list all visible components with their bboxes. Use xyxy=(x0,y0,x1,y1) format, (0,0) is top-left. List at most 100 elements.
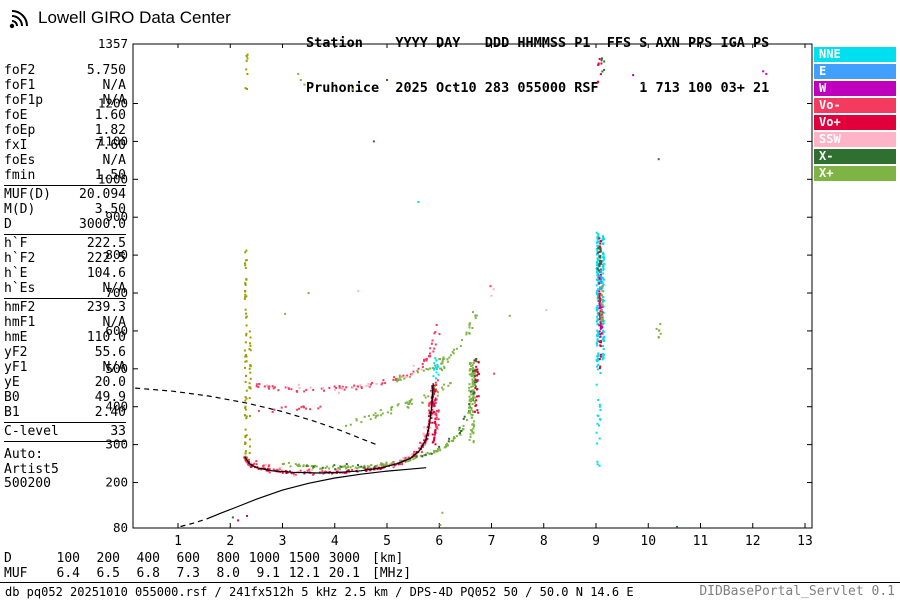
autoscaler-block: Auto: Artist5 500200 xyxy=(4,442,126,492)
x-tick-label: 4 xyxy=(331,534,339,549)
profile-dashed-start xyxy=(180,518,207,528)
param-value: 33 xyxy=(110,424,126,439)
dmuf-cell: 6.8 xyxy=(136,565,160,581)
d-row: D 100 200 400 600 800 1000 1500 3000 [km] xyxy=(4,551,411,567)
param-label: foE xyxy=(4,108,28,123)
fitted-trace xyxy=(244,383,434,474)
param-value: 2.40 xyxy=(94,405,126,420)
legend-item-xm: X- xyxy=(814,149,896,164)
y-tick-label: 200 xyxy=(105,475,128,490)
legend-item-nne: NNE xyxy=(814,47,896,62)
param-label: yF2 xyxy=(4,345,28,360)
x-tick-label: 13 xyxy=(797,534,813,549)
param-row: foEp 1.82 xyxy=(4,123,126,138)
param-row: h`F 222.5 xyxy=(4,236,126,251)
dmuf-cell: 400 xyxy=(136,551,160,566)
legend-item-vop: Vo+ xyxy=(814,115,896,130)
param-value: 55.6 xyxy=(94,345,126,360)
y-tick-label: 800 xyxy=(105,247,128,262)
param-row: D 3000.0 xyxy=(4,217,126,232)
param-row: MUF(D) 20.094 xyxy=(4,187,126,202)
param-row: hmF1 N/A xyxy=(4,315,126,330)
dmuf-cell: 6.5 xyxy=(96,565,120,581)
density-profile xyxy=(206,467,427,520)
param-value: N/A xyxy=(102,93,126,108)
param-value: 20.094 xyxy=(79,187,126,202)
param-group: foF2 5.750 foF1 N/A foF1p N/A foE 1.60 foEp 1.82 f… xyxy=(4,62,126,185)
station-header-line2: Pruhonice 2025 Oct10 283 055000 RSF 1 71… xyxy=(306,80,770,96)
param-value: 222.5 xyxy=(86,251,126,266)
x-tick-label: 5 xyxy=(383,534,391,549)
dmuf-cell: 100 xyxy=(56,551,80,566)
param-row: C-level 33 xyxy=(4,424,126,439)
param-group: MUF(D) 20.094 M(D) 3.50 D 3000.0 xyxy=(4,185,126,234)
param-label: h`F2 xyxy=(4,251,36,266)
y-tick-label: 700 xyxy=(105,285,128,300)
param-value: N/A xyxy=(102,153,126,168)
dmuf-cell: 800 xyxy=(216,551,240,566)
param-label: B0 xyxy=(4,390,20,405)
lgdc-logo-text: Lowell GIRO Data Center xyxy=(38,8,231,27)
y-tick-label: 900 xyxy=(105,209,128,224)
param-row: yE 20.0 xyxy=(4,375,126,390)
param-label: hmF2 xyxy=(4,300,36,315)
echo-scatter-points xyxy=(231,53,768,528)
y-tick-label: 1000 xyxy=(98,171,128,186)
lgdc-logo: Lowell GIRO Data Center xyxy=(8,6,231,30)
legend-item-e: E xyxy=(814,64,896,79)
status-record-info: db pq052 20251010 055000.rsf / 241fx512h… xyxy=(5,584,634,599)
status-bar: db pq052 20251010 055000.rsf / 241fx512h… xyxy=(0,582,900,600)
status-servlet-version: DIDBasePortal_Servlet 0.1 xyxy=(699,584,895,599)
param-row: fmin 1.50 xyxy=(4,168,126,183)
param-row: yF1 N/A xyxy=(4,360,126,375)
dmuf-cell: 8.0 xyxy=(216,565,240,581)
param-label: yE xyxy=(4,375,20,390)
dmuf-cell: 20.1 xyxy=(328,565,360,581)
param-label: foF1p xyxy=(4,93,44,108)
legend-item-xp: X+ xyxy=(814,166,896,181)
param-value: N/A xyxy=(102,315,126,330)
y-tick-label: 1200 xyxy=(98,96,128,111)
param-value: 239.3 xyxy=(86,300,126,315)
x-axis-ticks: 1 2 3 4 5 6 7 8 9 10 11 12 13 xyxy=(174,44,813,549)
param-row: h`E 104.6 xyxy=(4,266,126,281)
param-label: h`E xyxy=(4,266,28,281)
param-value: 49.9 xyxy=(94,390,126,405)
x-tick-label: 12 xyxy=(745,534,761,549)
legend-item-vom: Vo- xyxy=(814,98,896,113)
x-tick-label: 9 xyxy=(592,534,600,549)
param-label: D xyxy=(4,217,12,232)
param-value: N/A xyxy=(102,360,126,375)
dmuf-cell: 7.3 xyxy=(176,565,200,581)
parameter-panel: foF2 5.750 foF1 N/A foF1p N/A foE 1.60 foEp 1.82 f… xyxy=(4,62,126,492)
param-value: 1.50 xyxy=(94,168,126,183)
param-value: 3000.0 xyxy=(79,217,126,232)
dmuf-cell: [MHz] xyxy=(372,565,412,581)
dmuf-cell: D xyxy=(4,551,12,566)
param-label: MUF(D) xyxy=(4,187,51,202)
autoscaler-row: Auto: xyxy=(4,447,44,462)
param-row: foF1 N/A xyxy=(4,78,126,93)
param-row: hmF2 239.3 xyxy=(4,300,126,315)
param-label: foF2 xyxy=(4,63,36,78)
dmuf-cell: [km] xyxy=(372,551,404,566)
param-value: 1.82 xyxy=(94,123,126,138)
legend-item-w: W xyxy=(814,81,896,96)
param-group: C-level 33 xyxy=(4,422,126,442)
topside-dashed xyxy=(135,387,377,446)
param-row: hmE 110.0 xyxy=(4,330,126,345)
dmuf-cell: 9.1 xyxy=(256,565,280,581)
param-row: B0 49.9 xyxy=(4,390,126,405)
y-tick-label: 1357 xyxy=(98,36,128,51)
dmuf-cell: 1500 xyxy=(288,551,320,566)
dmuf-cell: 200 xyxy=(96,551,120,566)
dmuf-cell: 1000 xyxy=(248,551,280,566)
param-row: foF2 5.750 xyxy=(4,63,126,78)
y-tick-label: 500 xyxy=(105,361,128,376)
x-tick-label: 3 xyxy=(279,534,287,549)
y-tick-label: 80 xyxy=(113,520,128,535)
param-value: 110.0 xyxy=(86,330,126,345)
param-label: foEs xyxy=(4,153,36,168)
param-value: 1.60 xyxy=(94,108,126,123)
